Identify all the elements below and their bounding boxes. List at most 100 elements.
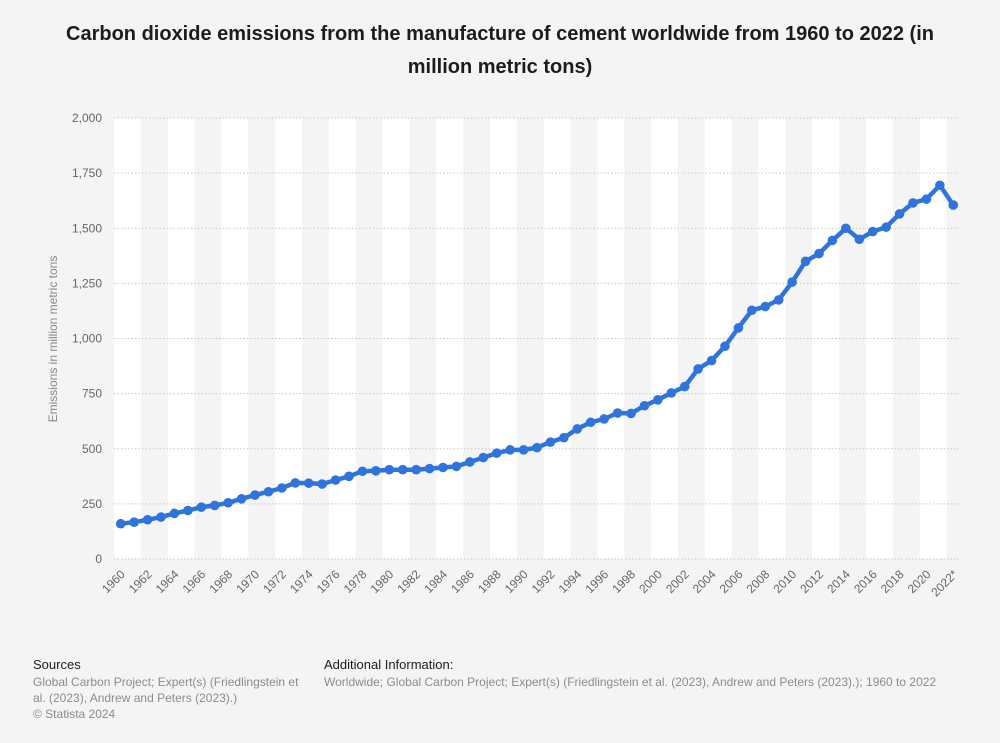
x-tick-label: 1996 bbox=[582, 567, 611, 596]
x-tick-label: 1978 bbox=[341, 567, 370, 596]
data-point-1965[interactable] bbox=[183, 505, 193, 516]
data-point-1967[interactable] bbox=[209, 500, 220, 511]
x-tick-label: 1966 bbox=[180, 567, 209, 596]
data-point-2018[interactable] bbox=[894, 209, 905, 219]
sources-heading: Sources bbox=[33, 657, 81, 672]
data-point-1997[interactable] bbox=[612, 408, 623, 418]
x-tick-label: 2006 bbox=[717, 567, 746, 596]
data-point-2017[interactable] bbox=[881, 222, 891, 232]
data-point-1975[interactable] bbox=[317, 479, 327, 489]
data-point-2007[interactable] bbox=[747, 305, 757, 316]
data-point-1966[interactable] bbox=[196, 502, 207, 512]
data-point-1991[interactable] bbox=[532, 442, 542, 453]
x-tick-label: 1988 bbox=[475, 567, 504, 596]
data-point-2010[interactable] bbox=[787, 277, 797, 287]
data-point-1973[interactable] bbox=[290, 478, 301, 488]
data-point-1977[interactable] bbox=[344, 471, 354, 482]
data-point-1961[interactable] bbox=[129, 517, 139, 527]
y-tick-label: 1,250 bbox=[72, 276, 102, 290]
sources-line-2: al. (2023), Andrew and Peters (2023).) bbox=[33, 691, 238, 705]
x-tick-label: 1990 bbox=[502, 567, 531, 596]
additional-info-heading: Additional Information: bbox=[324, 657, 454, 672]
data-point-1968[interactable] bbox=[223, 497, 233, 508]
x-tick-label: 1974 bbox=[287, 567, 316, 596]
data-point-2003[interactable] bbox=[693, 364, 703, 374]
data-point-2006[interactable] bbox=[733, 323, 744, 333]
data-point-2022[interactable] bbox=[948, 200, 959, 210]
data-point-1963[interactable] bbox=[156, 512, 166, 522]
data-point-2019[interactable] bbox=[908, 198, 918, 208]
data-point-2002[interactable] bbox=[679, 381, 690, 392]
data-point-1979[interactable] bbox=[371, 466, 381, 476]
x-tick-label: 1972 bbox=[260, 567, 289, 596]
x-tick-label: 1986 bbox=[448, 567, 477, 596]
data-point-2020[interactable] bbox=[921, 194, 932, 204]
data-point-2008[interactable] bbox=[760, 301, 771, 312]
data-point-2016[interactable] bbox=[867, 226, 878, 237]
gridlines bbox=[114, 117, 960, 560]
data-point-1993[interactable] bbox=[559, 432, 569, 443]
data-point-2014[interactable] bbox=[841, 223, 851, 234]
x-tick-label: 1968 bbox=[206, 567, 235, 596]
y-tick-label: 500 bbox=[82, 442, 102, 456]
x-tick-label: 1970 bbox=[233, 567, 262, 596]
x-tick-label: 1992 bbox=[529, 567, 558, 596]
y-tick-label: 750 bbox=[82, 387, 102, 401]
additional-info-text: Worldwide; Global Carbon Project; Expert… bbox=[324, 675, 937, 689]
sources-block: Sources Global Carbon Project; Expert(s)… bbox=[33, 657, 313, 722]
data-point-2000[interactable] bbox=[653, 394, 663, 405]
x-tick-label: 1998 bbox=[609, 567, 638, 596]
x-tick-label: 1994 bbox=[556, 567, 585, 596]
data-point-1960[interactable] bbox=[115, 518, 126, 529]
data-point-1999[interactable] bbox=[639, 400, 650, 411]
data-point-1980[interactable] bbox=[384, 464, 395, 475]
data-point-1992[interactable] bbox=[545, 437, 556, 447]
data-point-1987[interactable] bbox=[478, 452, 489, 463]
y-tick-label: 1,750 bbox=[72, 166, 102, 180]
data-point-1998[interactable] bbox=[626, 408, 636, 419]
x-tick-label: 2000 bbox=[636, 567, 665, 596]
copyright-line: © Statista 2024 bbox=[33, 707, 116, 721]
x-tick-label: 2004 bbox=[690, 567, 719, 596]
data-point-1964[interactable] bbox=[169, 508, 180, 519]
data-point-1976[interactable] bbox=[330, 475, 341, 485]
data-point-1985[interactable] bbox=[451, 461, 462, 472]
x-tick-label: 1960 bbox=[99, 567, 128, 596]
data-point-1984[interactable] bbox=[438, 462, 448, 473]
data-point-1983[interactable] bbox=[424, 463, 435, 474]
data-point-1982[interactable] bbox=[411, 464, 421, 475]
data-point-2005[interactable] bbox=[720, 341, 730, 352]
data-point-1996[interactable] bbox=[599, 414, 609, 424]
data-point-1972[interactable] bbox=[277, 483, 287, 493]
data-point-1974[interactable] bbox=[303, 478, 314, 488]
data-point-1978[interactable] bbox=[357, 466, 368, 477]
data-point-1994[interactable] bbox=[572, 424, 583, 434]
data-point-2012[interactable] bbox=[814, 248, 824, 259]
data-point-1971[interactable] bbox=[263, 486, 274, 497]
data-point-2009[interactable] bbox=[773, 295, 784, 305]
data-point-2013[interactable] bbox=[827, 235, 838, 246]
data-point-1962[interactable] bbox=[142, 514, 153, 525]
data-point-1986[interactable] bbox=[465, 457, 475, 467]
y-axis-ticks: 0 250 500 750 1,000 1,250 1,500 1,750 2,000 bbox=[72, 111, 102, 566]
x-tick-label: 2022* bbox=[928, 567, 960, 599]
x-tick-label: 2012 bbox=[797, 567, 826, 596]
data-point-1995[interactable] bbox=[585, 417, 596, 428]
data-point-2004[interactable] bbox=[706, 355, 717, 366]
data-point-2021[interactable] bbox=[935, 180, 945, 191]
data-point-2015[interactable] bbox=[854, 234, 865, 245]
x-tick-label: 2002 bbox=[663, 567, 692, 596]
data-point-1990[interactable] bbox=[518, 445, 529, 455]
data-point-1969[interactable] bbox=[236, 494, 247, 504]
data-point-2001[interactable] bbox=[666, 388, 677, 398]
data-point-1988[interactable] bbox=[491, 448, 502, 458]
y-axis-label: Emissions in million metric tons bbox=[46, 256, 60, 423]
x-tick-label: 1964 bbox=[153, 567, 182, 596]
x-tick-label: 2016 bbox=[851, 567, 880, 596]
data-point-1970[interactable] bbox=[250, 490, 260, 500]
data-point-2011[interactable] bbox=[800, 256, 811, 267]
data-point-1981[interactable] bbox=[397, 464, 408, 475]
data-point-1989[interactable] bbox=[505, 445, 515, 455]
x-tick-label: 1976 bbox=[314, 567, 343, 596]
